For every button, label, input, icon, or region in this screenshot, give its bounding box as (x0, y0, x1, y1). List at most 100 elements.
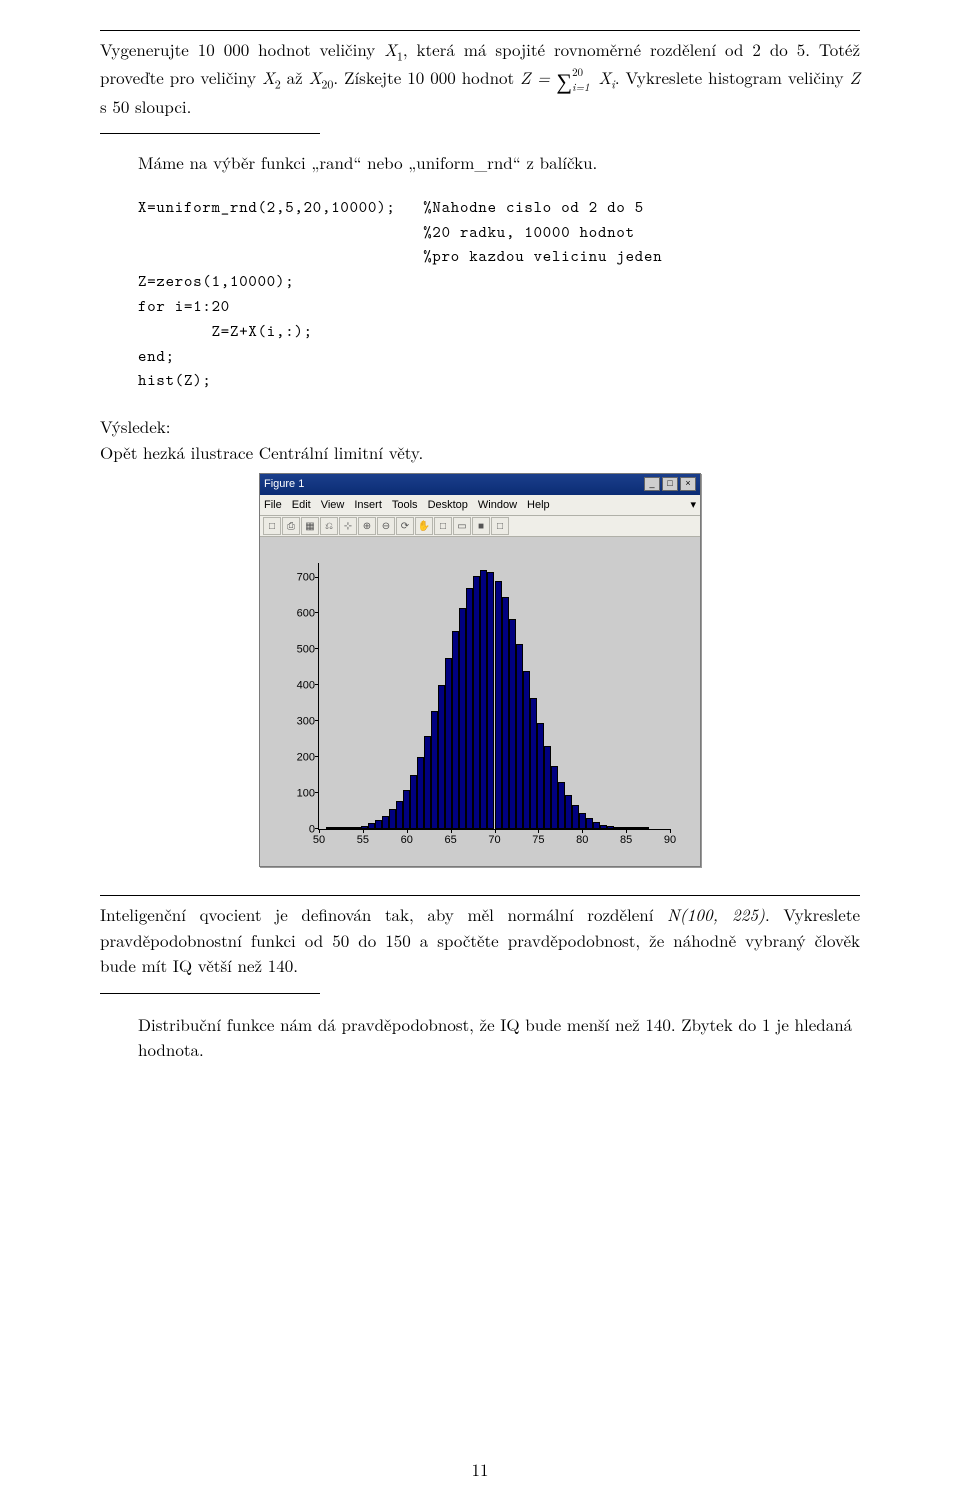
histogram-bar (396, 801, 403, 829)
text: Vygenerujte 10 000 hodnot veličiny (100, 37, 384, 61)
histogram-bar (487, 572, 494, 829)
document-page: Vygenerujte 10 000 hodnot veličiny X1, k… (0, 0, 960, 1504)
code-line: end; (138, 346, 175, 367)
toolbar-button-7[interactable]: ⟳ (396, 517, 414, 535)
histogram-bar (326, 827, 333, 829)
toolbar-button-11[interactable]: ■ (472, 517, 490, 535)
close-button[interactable]: × (680, 477, 696, 491)
histogram-bar (424, 736, 431, 829)
z-eq: Z = (520, 65, 556, 89)
toolbar-button-2[interactable]: ▦ (301, 517, 319, 535)
histogram-bar (600, 825, 607, 829)
code-line: for i=1:20 (138, 296, 230, 317)
xi: X (599, 65, 612, 89)
toolbar-button-0[interactable]: □ (263, 517, 281, 535)
problem-1-statement: Vygenerujte 10 000 hodnot veličiny X1, k… (100, 37, 860, 119)
y-tick-label: 700 (297, 569, 319, 586)
histogram-bar (459, 608, 466, 829)
result-label: Výsledek: (100, 414, 860, 440)
menu-desktop[interactable]: Desktop (428, 499, 468, 511)
histogram-bar (445, 658, 452, 829)
text: . Získejte 10 000 hodnot (333, 65, 520, 89)
text: až (281, 65, 309, 89)
figure-menubar: File Edit View Insert Tools Desktop Window Help… (260, 495, 700, 517)
histogram-bar (502, 597, 509, 829)
histogram-bar (403, 790, 410, 830)
y-tick-label: 100 (297, 785, 319, 802)
toolbar-button-12[interactable]: □ (491, 517, 509, 535)
y-tick-label: 500 (297, 641, 319, 658)
y-tick-label: 400 (297, 677, 319, 694)
histogram-bar (516, 644, 523, 829)
histogram-bar (558, 782, 565, 829)
toolbar-button-9[interactable]: □ (434, 517, 452, 535)
histogram-bar (410, 775, 417, 829)
sum-op: ∑20i=1 (556, 71, 572, 91)
sub: 20 (321, 76, 333, 93)
menu-tools[interactable]: Tools (392, 499, 418, 511)
maximize-button[interactable]: □ (662, 477, 678, 491)
y-tick-label: 600 (297, 605, 319, 622)
problem-2-statement: Inteligenční qvocient je definován tak, … (100, 902, 860, 979)
toolbar-button-10[interactable]: ▭ (453, 517, 471, 535)
histogram-bar (572, 805, 579, 829)
histogram-bar (537, 723, 544, 829)
histogram-bar (551, 766, 558, 829)
menu-edit[interactable]: Edit (292, 499, 311, 511)
text: . Vykreslete histogram veličiny (615, 65, 850, 89)
axes: 0100200300400500600700505560657075808590 (318, 563, 670, 830)
histogram-bar (586, 818, 593, 829)
code-line: Z=Z+X(i,:); (138, 321, 313, 342)
text: s 50 sloupci. (100, 94, 191, 118)
histogram-bar (333, 827, 340, 829)
histogram-bar (347, 827, 354, 829)
figure-window: Figure 1 _ □ × File Edit View Insert Tools De… (259, 473, 701, 867)
toolbar-button-6[interactable]: ⊖ (377, 517, 395, 535)
figure-titlebar: Figure 1 _ □ × (260, 474, 700, 495)
code-block: X=uniform_rnd(2,5,20,10000); %Nahodne ci… (138, 196, 860, 394)
histogram-bar (642, 827, 649, 829)
menubar-chevron-icon[interactable]: ▾ (690, 497, 696, 514)
var: X (309, 65, 322, 89)
code-line: X=uniform_rnd(2,5,20,10000); %Nahodne ci… (138, 197, 644, 218)
plot-area: 0100200300400500600700505560657075808590 (260, 537, 700, 866)
histogram-bar (565, 795, 572, 829)
window-controls: _ □ × (644, 477, 696, 491)
histogram-bar (368, 823, 375, 829)
histogram-bar (593, 822, 600, 829)
figure-toolbar: □⎙▦⎌⊹⊕⊖⟳✋□▭■□ (260, 516, 700, 537)
problem-top-rule (100, 30, 860, 31)
histogram-bar (452, 631, 459, 829)
problem2-top-rule (100, 895, 860, 896)
toolbar-button-1[interactable]: ⎙ (282, 517, 300, 535)
histogram-bar (417, 757, 424, 829)
dist: N(100, 225) (667, 902, 765, 926)
histogram-bar (480, 570, 487, 829)
answer-2: Distribuční funkce nám dá pravděpodobnos… (138, 1012, 860, 1063)
code-line: %pro kazdou velicinu jeden (138, 246, 662, 267)
histogram-bar (389, 809, 396, 829)
minimize-button[interactable]: _ (644, 477, 660, 491)
histogram-bar (382, 816, 389, 830)
histogram-bar (495, 581, 502, 829)
menu-view[interactable]: View (321, 499, 345, 511)
var: X (384, 37, 397, 61)
histogram-chart: 0100200300400500600700505560657075808590 (282, 557, 678, 852)
histogram-bar (438, 685, 445, 829)
toolbar-button-5[interactable]: ⊕ (358, 517, 376, 535)
menu-file[interactable]: File (264, 499, 282, 511)
toolbar-button-8[interactable]: ✋ (415, 517, 433, 535)
menu-insert[interactable]: Insert (354, 499, 382, 511)
histogram-bar (530, 698, 537, 829)
toolbar-button-4[interactable]: ⊹ (339, 517, 357, 535)
histogram-bar (607, 826, 614, 829)
figure-menus: File Edit View Insert Tools Desktop Window Help (264, 497, 560, 514)
menu-help[interactable]: Help (527, 499, 550, 511)
var: X (262, 65, 275, 89)
histogram-bar (431, 711, 438, 830)
problem-bottom-rule (100, 133, 320, 134)
code-line: %20 radku, 10000 hodnot (138, 222, 635, 243)
toolbar-button-3[interactable]: ⎌ (320, 517, 338, 535)
y-tick-label: 300 (297, 713, 319, 730)
menu-window[interactable]: Window (478, 499, 517, 511)
